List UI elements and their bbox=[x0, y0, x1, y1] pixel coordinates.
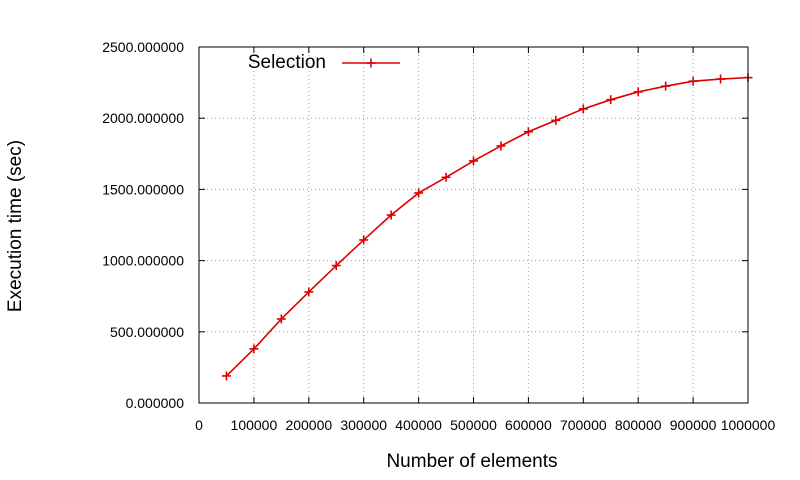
y-tick-label: 0.000000 bbox=[126, 395, 185, 411]
legend: Selection bbox=[248, 52, 400, 73]
x-tick-label: 100000 bbox=[231, 417, 278, 433]
data-point bbox=[606, 95, 616, 105]
data-point bbox=[578, 104, 588, 114]
data-point bbox=[469, 156, 478, 166]
axis-ticks: 0 100000 200000 300000 400000 500000 600000 700… bbox=[102, 39, 775, 433]
x-tick-label: 800000 bbox=[615, 417, 662, 433]
data-point bbox=[414, 188, 424, 198]
data-point bbox=[386, 210, 396, 220]
x-tick-label: 1000000 bbox=[721, 417, 776, 433]
series-layer bbox=[221, 73, 753, 381]
data-point bbox=[221, 371, 231, 381]
legend-marker-selection bbox=[366, 58, 376, 68]
data-point bbox=[551, 115, 561, 125]
x-tick-label: 400000 bbox=[395, 417, 442, 433]
data-point bbox=[331, 261, 341, 271]
x-tick-label: 600000 bbox=[505, 417, 552, 433]
data-point bbox=[441, 172, 451, 182]
x-tick-label: 200000 bbox=[285, 417, 332, 433]
x-tick-label: 700000 bbox=[560, 417, 607, 433]
data-point bbox=[359, 235, 369, 245]
x-axis-label: Number of elements bbox=[386, 451, 557, 472]
data-point bbox=[496, 141, 506, 151]
data-point bbox=[716, 74, 726, 84]
legend-plus-marker bbox=[366, 58, 376, 68]
series-line-selection bbox=[225, 76, 749, 377]
legend-label-selection: Selection bbox=[248, 52, 326, 73]
x-tick-label: 500000 bbox=[450, 417, 497, 433]
data-point bbox=[304, 287, 314, 297]
data-point bbox=[661, 81, 671, 91]
data-point bbox=[249, 344, 259, 354]
grid bbox=[199, 47, 748, 403]
plot-frame bbox=[198, 46, 749, 404]
y-tick-label: 500.000000 bbox=[110, 324, 184, 340]
data-point bbox=[688, 76, 698, 86]
y-axis-label: Execution time (sec) bbox=[5, 140, 26, 312]
data-point bbox=[633, 87, 643, 97]
y-tick-label: 2000.000000 bbox=[102, 110, 184, 126]
data-point bbox=[276, 314, 286, 324]
y-tick-label: 1500.000000 bbox=[102, 181, 184, 197]
x-tick-label: 900000 bbox=[670, 417, 717, 433]
x-tick-label: 300000 bbox=[340, 417, 387, 433]
y-tick-label: 1000.000000 bbox=[102, 253, 184, 269]
x-tick-label: 0 bbox=[195, 417, 203, 433]
y-tick-label: 2500.000000 bbox=[102, 39, 184, 55]
data-point bbox=[523, 127, 533, 137]
